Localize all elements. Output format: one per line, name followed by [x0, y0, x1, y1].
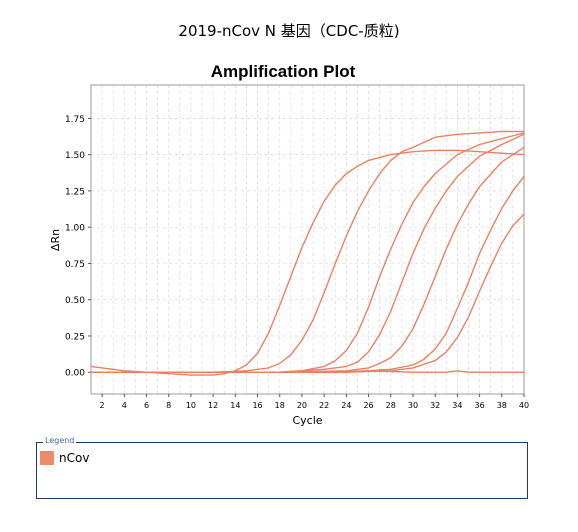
grid-layer — [90, 85, 525, 394]
amplification-curve-5 — [90, 146, 525, 373]
x-tick-label: 24 — [341, 401, 351, 410]
x-axis-label: Cycle — [292, 414, 322, 427]
chart-title: Amplification Plot — [211, 62, 356, 81]
legend-caption: Legend — [43, 436, 77, 445]
amplification-curve-7 — [90, 213, 525, 373]
series-layer — [90, 130, 525, 376]
y-tick-label: 0.00 — [65, 369, 85, 379]
y-tick-label: 1.75 — [65, 115, 85, 125]
x-tick-label: 30 — [408, 401, 418, 410]
amplification-curve-4 — [90, 133, 525, 373]
amplification-curve-6 — [90, 175, 525, 373]
y-tick-label: 0.75 — [65, 260, 85, 270]
plot-area — [90, 84, 525, 395]
amplification-curve-2 — [90, 130, 525, 373]
x-tick-label: 40 — [519, 401, 529, 410]
y-tick-label: 1.50 — [65, 151, 85, 161]
y-tick-label: 0.50 — [65, 296, 85, 306]
x-tick-label: 36 — [474, 401, 484, 410]
y-tick-label: 1.00 — [65, 224, 85, 234]
amplification-curve-8 — [90, 370, 525, 373]
x-tick-label: 28 — [386, 401, 396, 410]
legend-swatch-ncov — [40, 451, 54, 465]
legend-label-ncov: nCov — [59, 451, 90, 465]
x-tick-label: 10 — [186, 401, 196, 410]
y-axis-label: ΔRn — [49, 229, 62, 251]
x-tick-label: 18 — [275, 401, 285, 410]
x-tick-label: 12 — [208, 401, 218, 410]
x-tick-label: 32 — [430, 401, 440, 410]
x-tick-label: 6 — [144, 401, 149, 410]
x-tick-label: 26 — [363, 401, 373, 410]
x-tick-label: 22 — [319, 401, 329, 410]
amplification-chart: Amplification Plot 2 4 6 8 10 12 14 16 18 20 22 24 2… — [49, 62, 529, 427]
x-tick-label: 2 — [100, 401, 105, 410]
y-tick-label: 0.25 — [65, 332, 85, 342]
y-tick-label: 1.25 — [65, 187, 85, 197]
tick-layer: 2 4 6 8 10 12 14 16 18 20 22 24 26 28 30 32 34 36 38 400.00… — [65, 115, 529, 410]
x-tick-label: 20 — [297, 401, 307, 410]
x-tick-label: 38 — [497, 401, 507, 410]
amplification-curve-1 — [90, 149, 525, 376]
x-tick-label: 14 — [230, 401, 240, 410]
x-tick-label: 8 — [166, 401, 171, 410]
legend-box: Legend nCov — [36, 436, 528, 499]
x-tick-label: 34 — [452, 401, 462, 410]
x-tick-label: 16 — [252, 401, 262, 410]
x-tick-label: 4 — [122, 401, 127, 410]
page-title: 2019-nCov N 基因（CDC-质粒) — [178, 22, 400, 40]
